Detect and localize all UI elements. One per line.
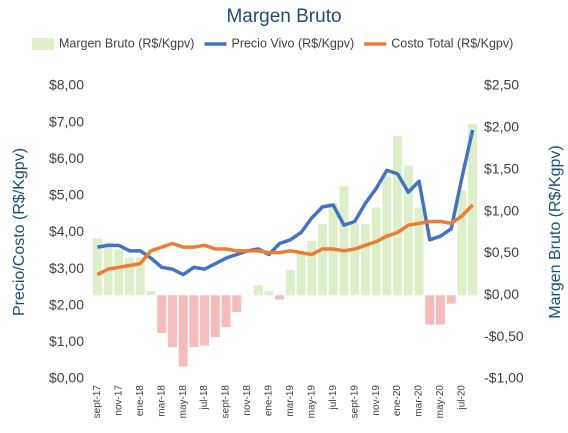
y2-tick-label: $2,00 [484, 119, 519, 135]
y2-tick-label: $2,50 [484, 77, 519, 93]
x-tick-label: may-18 [178, 385, 189, 419]
bar [403, 165, 413, 296]
y-tick-label: $7,00 [49, 113, 84, 129]
bar [221, 295, 231, 328]
bar [178, 295, 188, 367]
y-tick-label: $6,00 [49, 150, 84, 166]
x-tick-label: jul-18 [199, 385, 210, 411]
y2-tick-label: -$1,00 [484, 370, 524, 386]
x-tick-label: ene-18 [135, 385, 146, 417]
bar [446, 295, 456, 304]
bar [135, 257, 145, 296]
bar [264, 291, 274, 296]
bar [232, 295, 242, 313]
y2-tick-label: $1,00 [484, 202, 519, 218]
y-tick-label: $0,00 [49, 370, 84, 386]
bar [350, 224, 360, 296]
bar [393, 136, 403, 296]
x-tick-label: mar-19 [285, 385, 296, 417]
y2-tick-label: $0,00 [484, 286, 519, 302]
bar [210, 295, 220, 338]
bar [371, 207, 381, 296]
bar [200, 295, 210, 346]
y-axis-title: Precio/Costo (R$/Kgpv) [11, 148, 28, 316]
x-tick-label: nov-17 [113, 385, 124, 416]
bar [307, 240, 317, 296]
bar [92, 238, 102, 296]
x-tick-label: sept-18 [221, 385, 232, 419]
bar [253, 285, 263, 296]
y2-tick-label: $0,50 [484, 244, 519, 260]
x-tick-label: jul-20 [457, 385, 468, 411]
line [96, 203, 474, 277]
y2-axis-title: Margen Bruto (R$/Kgpv) [547, 145, 564, 318]
legend-label: Margen Bruto (R$/Kgpv) [59, 36, 194, 50]
legend-label: Costo Total (R$/Kgpv) [391, 36, 513, 50]
bar [275, 295, 285, 300]
y-tick-label: $8,00 [49, 77, 84, 93]
bar [318, 224, 328, 296]
chart-title: Margen Bruto [226, 6, 341, 27]
bar [114, 249, 124, 296]
y-tick-label: $2,00 [49, 296, 84, 312]
y2-tick-label: $1,50 [484, 160, 519, 176]
line [97, 129, 475, 277]
bar [125, 257, 135, 296]
bar [414, 207, 424, 296]
x-tick-label: mar-20 [414, 385, 425, 417]
x-tick-label: nov-19 [371, 385, 382, 416]
legend-swatch [32, 38, 54, 50]
x-tick-label: jul-19 [328, 385, 339, 411]
x-tick-label: may-19 [306, 385, 317, 419]
bar [146, 291, 156, 296]
x-tick-label: may-20 [435, 385, 446, 419]
bar [285, 270, 295, 296]
y-tick-label: $5,00 [49, 187, 84, 203]
x-tick-label: sept-17 [92, 385, 103, 419]
y2-tick-label: -$0,50 [484, 328, 524, 344]
legend-label: Precio Vivo (R$/Kgpv) [231, 36, 354, 50]
bar [360, 224, 370, 296]
y-tick-label: $4,00 [49, 223, 84, 239]
bar [435, 295, 445, 325]
x-tick-label: ene-19 [264, 385, 275, 417]
x-tick-label: mar-18 [156, 385, 167, 417]
bar [339, 186, 349, 296]
bar [157, 295, 167, 333]
bar [189, 295, 199, 348]
x-tick-label: nov-18 [242, 385, 253, 416]
bar [468, 123, 478, 296]
x-tick-label: ene-20 [392, 385, 403, 417]
bar [296, 253, 306, 296]
y-tick-label: $1,00 [49, 333, 84, 349]
bar [425, 295, 435, 325]
bar [167, 295, 177, 348]
x-tick-label: sept-19 [349, 385, 360, 419]
bar [457, 190, 467, 296]
y-tick-label: $3,00 [49, 260, 84, 276]
